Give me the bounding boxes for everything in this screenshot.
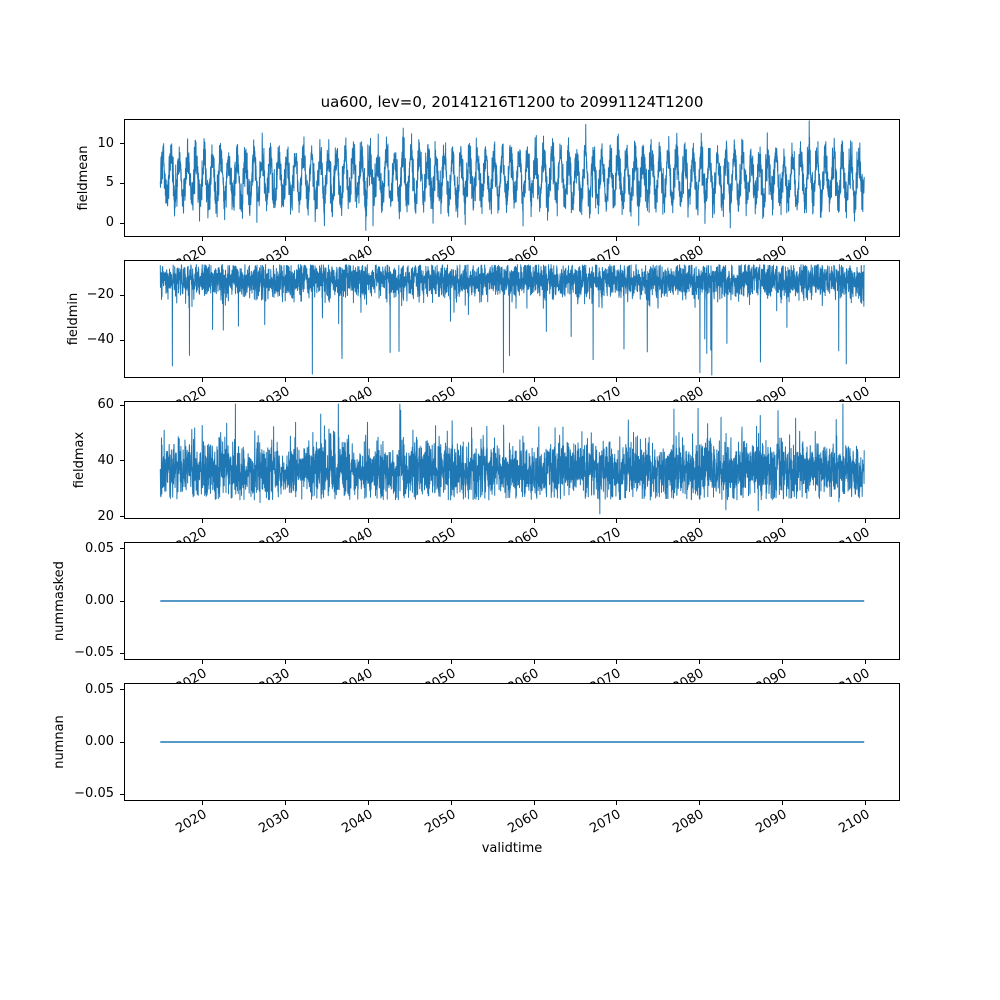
x-tick xyxy=(284,660,286,664)
x-tick xyxy=(367,237,369,241)
y-tick xyxy=(120,600,124,602)
x-tick xyxy=(284,237,286,241)
x-tick xyxy=(367,378,369,382)
x-tick xyxy=(699,237,701,241)
y-tick-label: 0 xyxy=(105,215,114,231)
x-tick xyxy=(284,378,286,382)
x-tick xyxy=(533,378,535,382)
y-axis-label-fieldmean: fieldmean xyxy=(76,145,91,211)
y-tick-label: 60 xyxy=(97,397,114,413)
x-tick xyxy=(450,801,452,805)
x-tick xyxy=(450,378,452,382)
x-tick xyxy=(782,519,784,523)
chart-title: ua600, lev=0, 20141216T1200 to 20991124T… xyxy=(320,93,704,111)
y-tick-label: 20 xyxy=(97,508,114,524)
fieldmin-series-line xyxy=(159,264,865,376)
x-tick xyxy=(616,660,618,664)
x-tick xyxy=(782,378,784,382)
x-tick xyxy=(533,237,535,241)
x-tick xyxy=(865,378,867,382)
y-tick xyxy=(120,793,124,795)
y-tick xyxy=(120,460,124,462)
y-tick xyxy=(120,689,124,691)
y-tick-label: −0.05 xyxy=(74,786,114,802)
x-tick xyxy=(699,660,701,664)
x-tick xyxy=(616,378,618,382)
x-tick xyxy=(616,237,618,241)
x-tick xyxy=(699,519,701,523)
y-tick xyxy=(120,294,124,296)
x-tick xyxy=(450,519,452,523)
x-tick xyxy=(533,660,535,664)
y-axis-label-numnan: numnan xyxy=(52,715,67,769)
y-tick-label: −40 xyxy=(86,332,114,348)
y-tick-label: 0.00 xyxy=(85,593,114,608)
x-tick xyxy=(450,660,452,664)
y-axis-label-fieldmin: fieldmin xyxy=(66,292,81,346)
y-tick xyxy=(120,182,124,184)
subplot-fieldmean-canvas xyxy=(159,120,865,231)
y-tick-label: 0.00 xyxy=(85,734,114,749)
x-tick xyxy=(616,801,618,805)
subplot-fieldmax-plot-area xyxy=(124,401,900,519)
x-tick xyxy=(699,378,701,382)
y-tick-label: −20 xyxy=(86,287,114,302)
y-axis-label-fieldmax: fieldmax xyxy=(72,431,87,489)
subplot-nummasked-canvas xyxy=(160,600,865,602)
y-tick xyxy=(120,222,124,224)
y-tick-label: 40 xyxy=(97,452,114,468)
x-tick xyxy=(202,378,204,382)
fieldmean-series-line xyxy=(159,120,865,231)
x-tick xyxy=(533,519,535,523)
y-tick-label: 0.05 xyxy=(85,681,114,697)
subplot-fieldmin-canvas xyxy=(159,264,865,376)
x-tick xyxy=(284,519,286,523)
subplot-fieldmean-plot-area xyxy=(124,119,900,237)
x-tick xyxy=(533,801,535,805)
y-tick xyxy=(120,741,124,743)
x-tick xyxy=(202,519,204,523)
x-tick xyxy=(202,237,204,241)
subplot-fieldmax-canvas xyxy=(159,403,865,515)
x-tick xyxy=(450,237,452,241)
y-tick xyxy=(120,548,124,550)
y-tick-label: 10 xyxy=(97,135,114,151)
x-tick xyxy=(202,660,204,664)
x-axis-title: validtime xyxy=(481,841,543,856)
y-tick-label: 0.05 xyxy=(85,540,114,556)
y-tick xyxy=(120,404,124,406)
y-tick-label: −0.05 xyxy=(74,645,114,661)
fieldmax-series-line xyxy=(159,403,865,515)
x-tick xyxy=(699,801,701,805)
x-tick xyxy=(782,801,784,805)
subplot-fieldmin-plot-area xyxy=(124,260,900,378)
y-tick xyxy=(120,339,124,341)
x-tick xyxy=(284,801,286,805)
x-tick xyxy=(616,519,618,523)
x-tick xyxy=(782,237,784,241)
subplot-nummasked-plot-area xyxy=(124,542,900,660)
y-tick-label: 5 xyxy=(105,175,114,191)
x-tick xyxy=(865,801,867,805)
y-tick xyxy=(120,516,124,518)
x-tick xyxy=(782,660,784,664)
x-tick xyxy=(367,801,369,805)
x-tick xyxy=(865,660,867,664)
x-tick xyxy=(865,519,867,523)
x-tick xyxy=(367,660,369,664)
x-tick xyxy=(865,237,867,241)
y-axis-label-nummasked: nummasked xyxy=(52,561,67,641)
x-tick xyxy=(367,519,369,523)
x-tick xyxy=(202,801,204,805)
y-tick xyxy=(120,143,124,145)
subplot-numnan-plot-area xyxy=(124,683,900,801)
y-tick xyxy=(120,652,124,654)
subplot-numnan-canvas xyxy=(160,741,865,743)
